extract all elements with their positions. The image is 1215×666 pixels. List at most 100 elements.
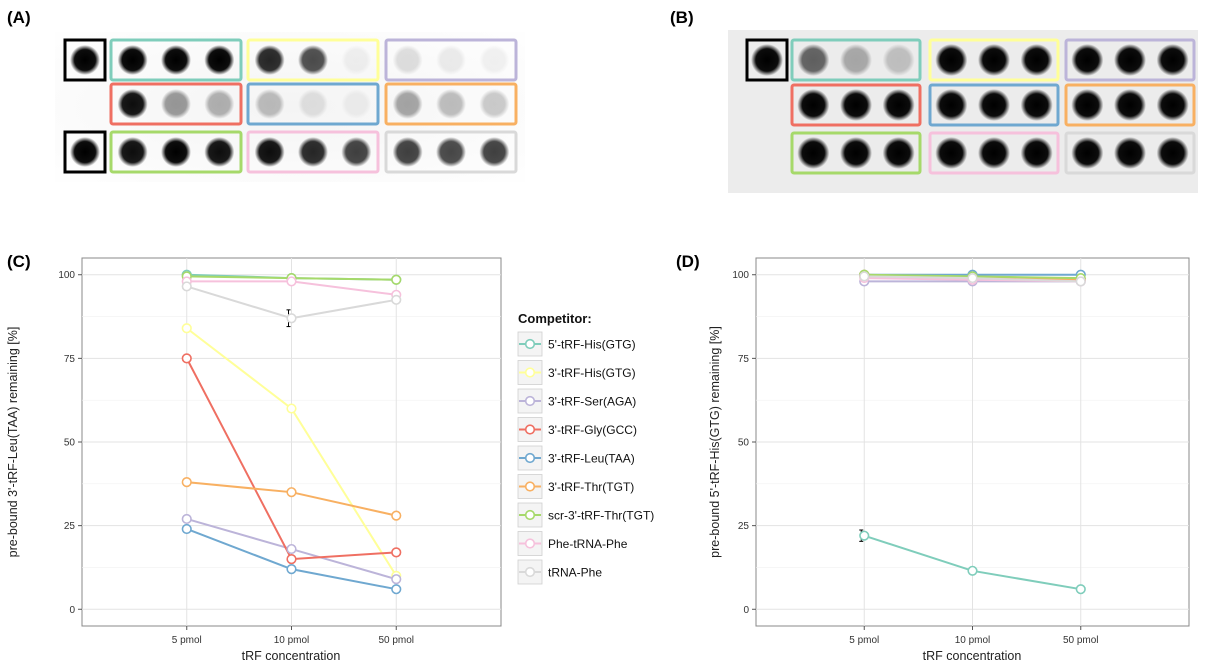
blot-dot [882,89,915,121]
x-ticks-d: 5 pmol 10 pmol 50 pmol [849,626,1099,646]
legend-key-point [524,509,536,521]
data-point [391,510,402,521]
competitor-box [109,82,243,126]
competitor-box [1064,38,1196,82]
legend-key-point [524,338,536,350]
blot-dot [935,44,968,76]
x-tick-label: 10 pmol [274,635,310,646]
y-tick-label: 75 [738,354,750,365]
data-point [286,543,297,555]
blot-dot [1114,137,1146,169]
y-tick-label: 50 [738,438,750,449]
blot-dot [117,45,148,75]
blot-dot [117,89,148,119]
panel-label-c: (C) [7,252,31,271]
competitor-box [1064,131,1196,175]
reference-box [745,38,789,82]
competitor-box [384,82,518,126]
blot-dot [392,45,423,75]
blot-dot [935,137,968,169]
data-point [391,294,402,305]
legend-label: scr-3'-tRF-Thr(TGT) [548,509,654,523]
y-ticks-d: 0 25 50 75 100 [732,270,756,616]
blot-dot [254,137,285,167]
blot-dot [392,137,423,167]
y-ticks-c: 0 25 50 75 100 [58,270,82,616]
legend-label: 3'-tRF-Ser(AGA) [548,395,636,409]
blot-dot [797,137,830,169]
legend-label: 3'-tRF-Gly(GCC) [548,423,637,437]
dot-blot-b [728,30,1198,193]
blot-dot [1071,89,1104,121]
competitor-box [790,83,922,127]
data-point [859,530,870,541]
blot-dot [978,89,1010,121]
data-point [286,553,297,565]
data-point [967,565,978,576]
blot-dot [840,44,872,76]
blot-dot [341,89,372,119]
data-point [1075,584,1086,595]
competitor-box [1064,83,1196,127]
data-point [181,513,192,525]
x-tick-label: 50 pmol [1063,635,1099,646]
panel-label-b: (B) [670,8,694,27]
data-point [391,574,402,585]
data-point [181,323,192,334]
blot-dot [436,89,466,119]
data-point [391,584,402,595]
y-tick-label: 0 [69,605,75,616]
blot-dot [882,44,915,76]
blot-dot [392,89,423,119]
blot-dot [840,89,872,121]
competitor-box [384,38,518,82]
blot-dot [797,89,830,121]
data-point [286,564,297,575]
legend-label: Phe-tRNA-Phe [548,537,628,551]
blot-dot [204,45,235,75]
dot-blot-a [55,32,525,182]
reference-dot [751,44,783,76]
chart-d: 0 25 50 75 100 5 pmol 10 pmol 50 pmol tRF conc… [708,257,1190,663]
blot-dot [204,137,235,167]
blot-dot [935,89,968,121]
x-tick-label: 10 pmol [955,635,991,646]
blot-dot [840,137,872,169]
series-c [181,269,402,595]
y-tick-label: 75 [64,354,76,365]
panel-label-a: (A) [7,8,31,27]
blot-dot [1071,137,1104,169]
reference-box [63,130,107,174]
legend-label: 3'-tRF-Thr(TGT) [548,480,634,494]
data-point [181,353,192,364]
competitor-box [790,38,922,82]
blot-dot [436,45,466,75]
data-point [859,271,870,282]
data-point [286,487,297,498]
legend-label: 5'-tRF-His(GTG) [548,338,636,352]
legend: Competitor: 5'-tRF-His(GTG) 3'-tRF-His(GT… [517,311,654,585]
competitor-box [928,83,1060,127]
competitor-box [109,130,243,174]
blot-dot [161,45,191,75]
competitor-box [928,38,1060,82]
blot-dot [161,89,191,119]
competitor-box [109,38,243,82]
y-tick-label: 100 [58,270,75,281]
y-tick-label: 25 [64,521,76,532]
legend-label: tRNA-Phe [548,566,602,580]
blot-dot [479,137,510,167]
reference-dot [70,137,100,167]
blot-dot [254,89,285,119]
y-tick-label: 50 [64,438,76,449]
blot-dot [1020,137,1053,169]
competitor-box [384,130,518,174]
blot-dot [479,45,510,75]
y-axis-title-c: pre-bound 3'-tRF-Leu(TAA) remaining [%] [6,327,20,558]
legend-key-point [524,538,536,549]
legend-key-point [524,481,536,492]
blot-dot [1156,137,1189,169]
blot-dot [1114,44,1146,76]
data-point [286,276,297,287]
legend-key-point [524,395,536,407]
